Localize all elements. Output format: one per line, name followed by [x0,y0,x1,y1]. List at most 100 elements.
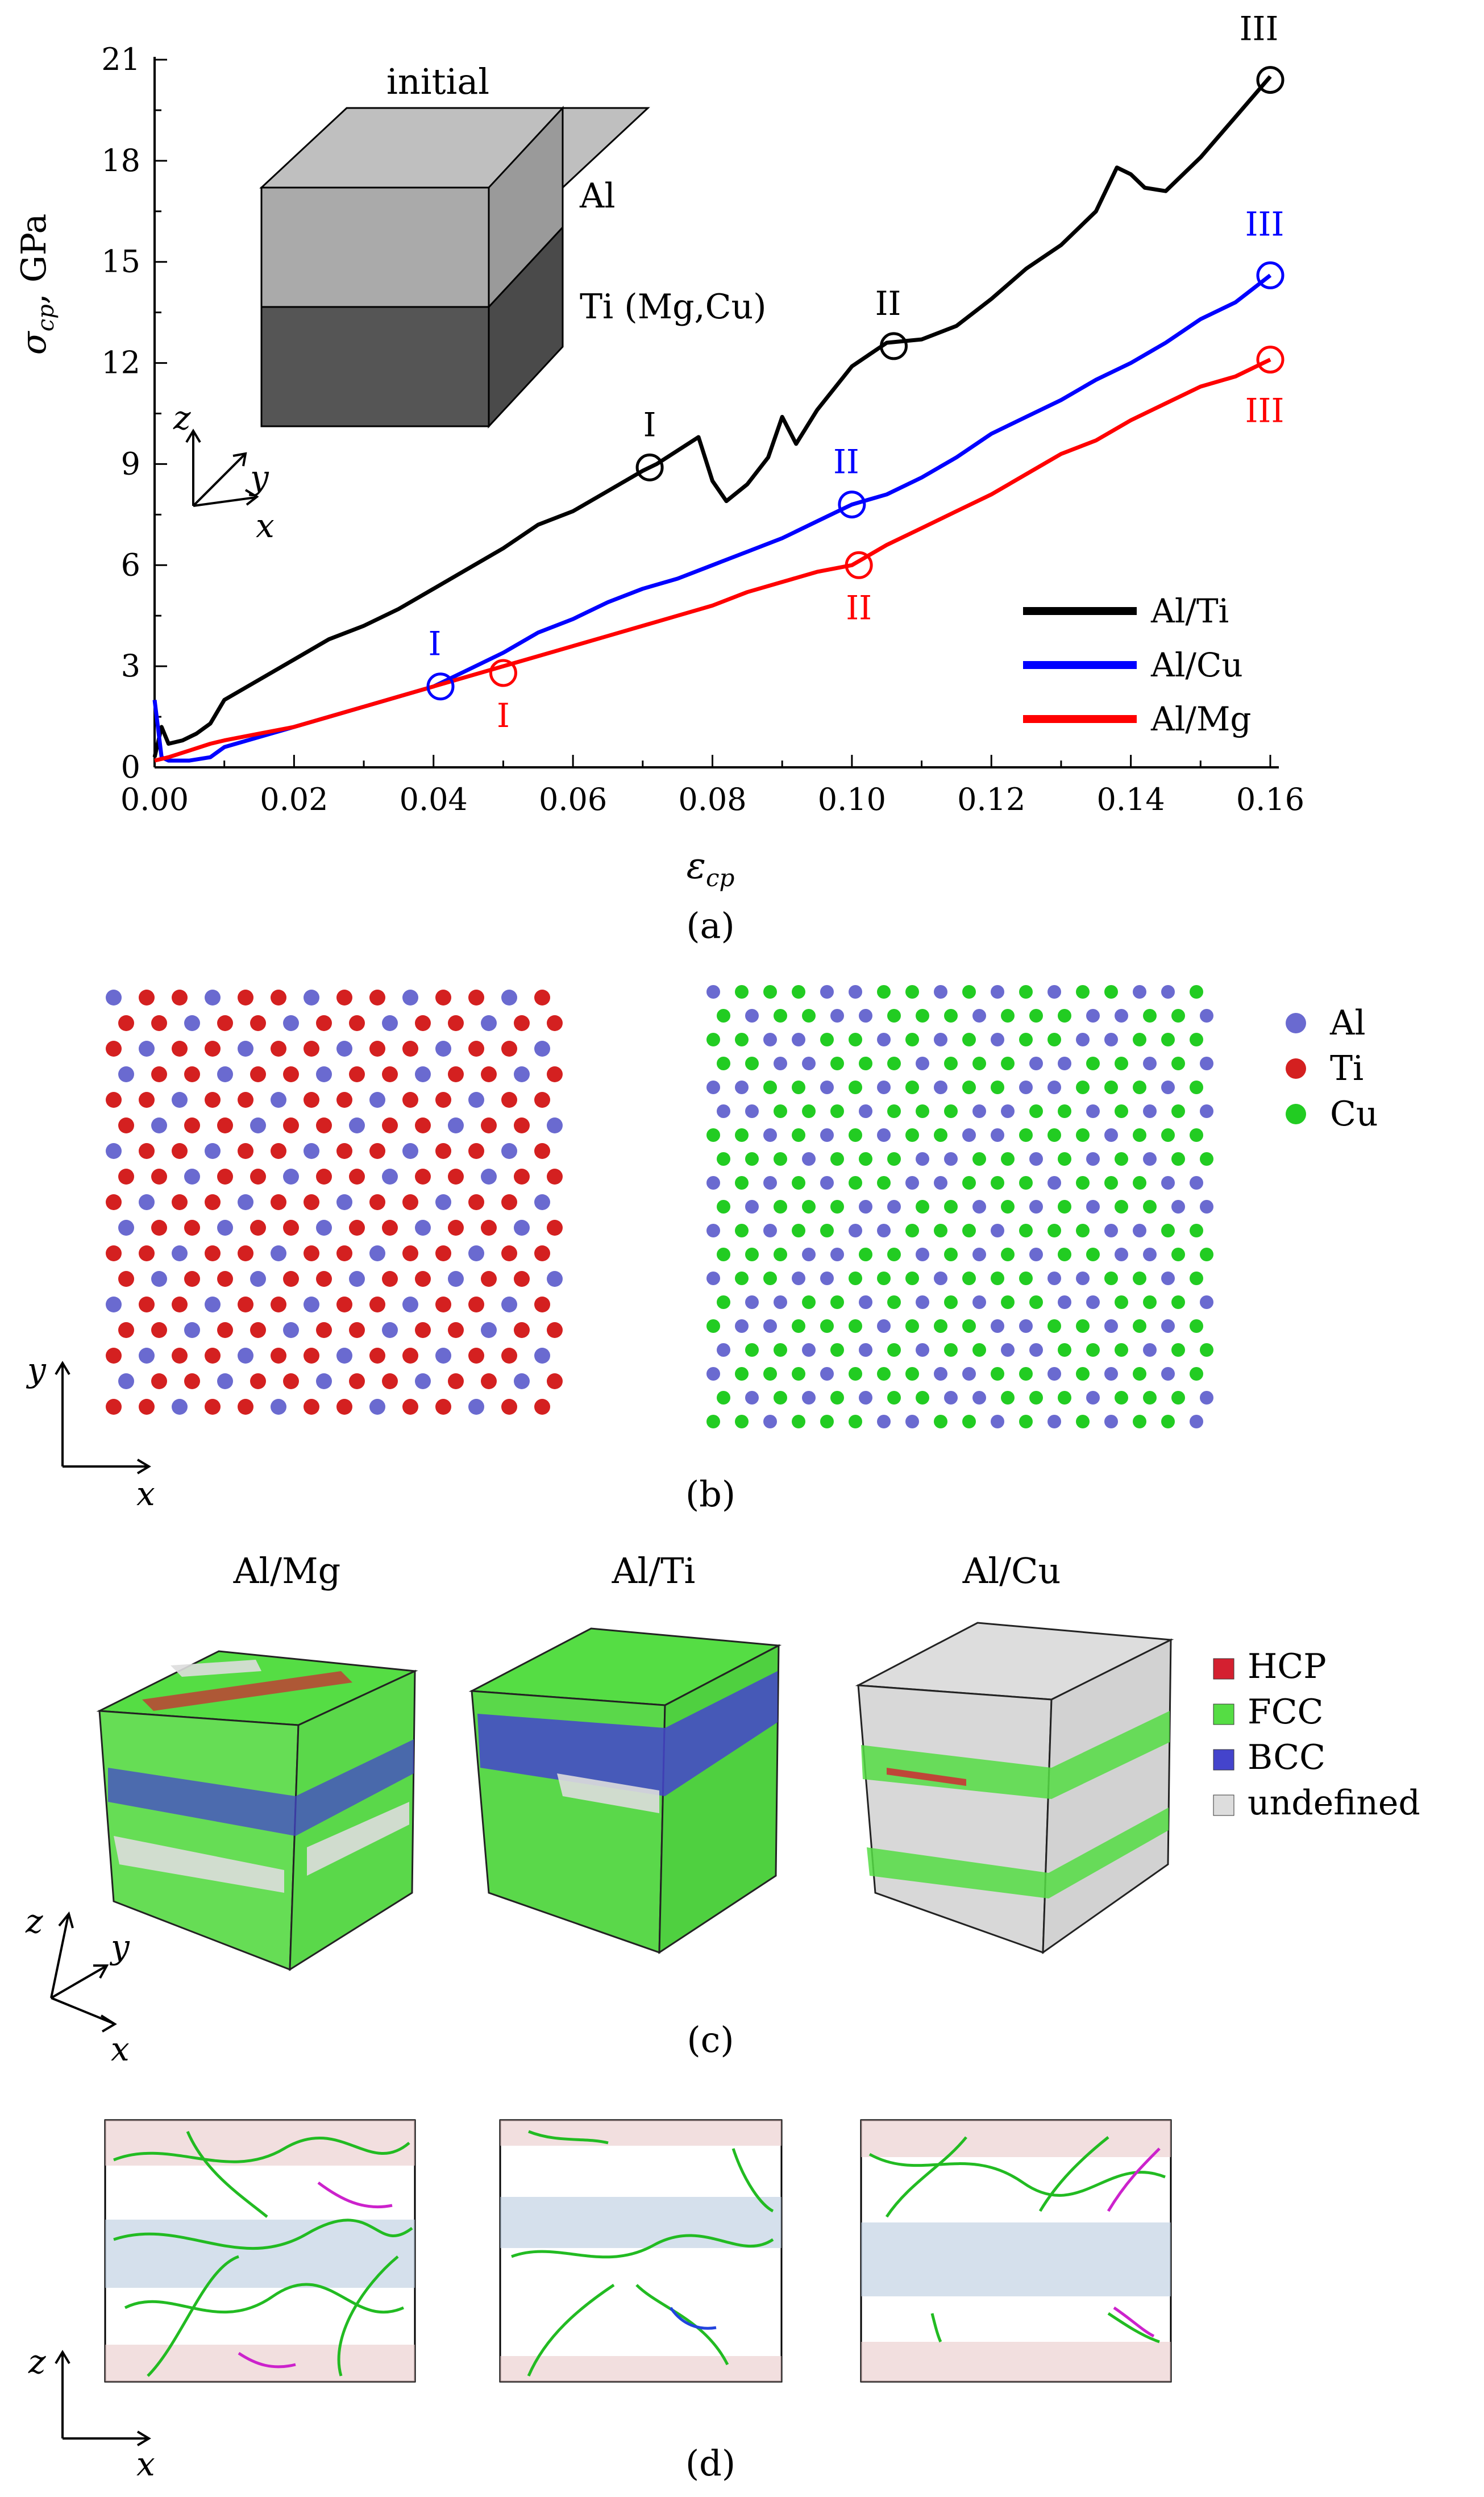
atom [184,1066,200,1082]
atom [1019,1081,1033,1094]
atom [1161,1081,1175,1094]
atom [1161,1415,1175,1428]
atom [349,1169,365,1185]
atom [151,1117,167,1133]
atom [1200,1057,1213,1070]
atom [962,1319,976,1333]
panel-b-axes [55,1361,151,1474]
atom [887,1200,901,1214]
atom [1171,1343,1185,1357]
atom [1047,985,1061,999]
x-tick-label: 0.04 [400,782,468,817]
atom [849,1176,862,1190]
atom [830,1104,844,1118]
y-tick-label: 0 [121,749,140,785]
atom [448,1271,464,1287]
atom [972,1200,986,1214]
x-tick-label: 0.14 [1097,782,1165,817]
panel-b-axis-y: y [26,1351,47,1389]
atom [106,1348,122,1364]
marker-label: III [1240,10,1279,48]
legend-atom-label: Ti [1330,1049,1364,1088]
atom [1029,1248,1043,1261]
atom [1076,1415,1090,1428]
atom [877,1415,891,1428]
y-tick-label: 18 [101,143,140,178]
atom [250,1117,266,1133]
atom [481,1169,497,1185]
atom [415,1220,431,1236]
atom [1029,1104,1043,1118]
atom [547,1373,563,1389]
atom [1029,1152,1043,1166]
atom [735,1367,749,1381]
atom [877,1176,891,1190]
panel-d-axis-z: z [28,2342,46,2381]
marker-label: III [1245,205,1285,243]
atom [830,1295,844,1309]
atom [820,1176,834,1190]
atom [501,1399,517,1415]
panel-d-axes [55,2350,151,2446]
atom [304,990,319,1006]
atom [139,1041,155,1057]
atom [1115,1295,1128,1309]
atom [534,1092,550,1108]
atom [402,1245,418,1261]
atom [972,1152,986,1166]
atom [962,1176,976,1190]
atom [1104,1128,1118,1142]
atom [1019,1033,1033,1046]
atom [820,1272,834,1285]
atom [205,1348,221,1364]
atom [916,1104,929,1118]
atom [205,1245,221,1261]
atom [468,1348,484,1364]
atom [916,1200,929,1214]
atom [706,1272,720,1285]
atom [271,1041,286,1057]
atom [944,1057,958,1070]
marker-circle [845,551,873,579]
atom [349,1117,365,1133]
atom [448,1220,464,1236]
atom [547,1220,563,1236]
legend-structure-swatch [1213,1704,1234,1725]
atom [369,1194,385,1210]
atom [717,1295,730,1309]
atom [481,1322,497,1338]
marker-label: I [429,625,442,663]
atom [514,1169,530,1185]
atom [991,985,1004,999]
atom [1190,1081,1203,1094]
atom [991,1272,1004,1285]
legend-structure-swatch [1213,1794,1234,1816]
atom [1058,1152,1071,1166]
atom [402,1041,418,1057]
atom [1076,1176,1090,1190]
cube-title-al-ti: Al/Ti [612,1550,696,1592]
atom [802,1391,816,1405]
atom [792,1081,805,1094]
inset-axis-y: y [248,458,269,497]
atom [717,1343,730,1357]
y-tick-label: 15 [101,244,140,280]
atom [792,1319,805,1333]
atom [382,1271,398,1287]
panel-d-label: (d) [685,2442,735,2484]
atom [106,1194,122,1210]
atom [336,1143,352,1159]
atom [792,1176,805,1190]
atom [1115,1057,1128,1070]
atom [1058,1248,1071,1261]
series-lines [152,75,1272,763]
atom [745,1009,759,1023]
atom [547,1169,563,1185]
cube-title-al-cu: Al/Cu [962,1550,1061,1592]
atom [106,1143,122,1159]
atom [316,1322,332,1338]
atom [402,1194,418,1210]
atom [1115,1104,1128,1118]
atom [304,1041,319,1057]
